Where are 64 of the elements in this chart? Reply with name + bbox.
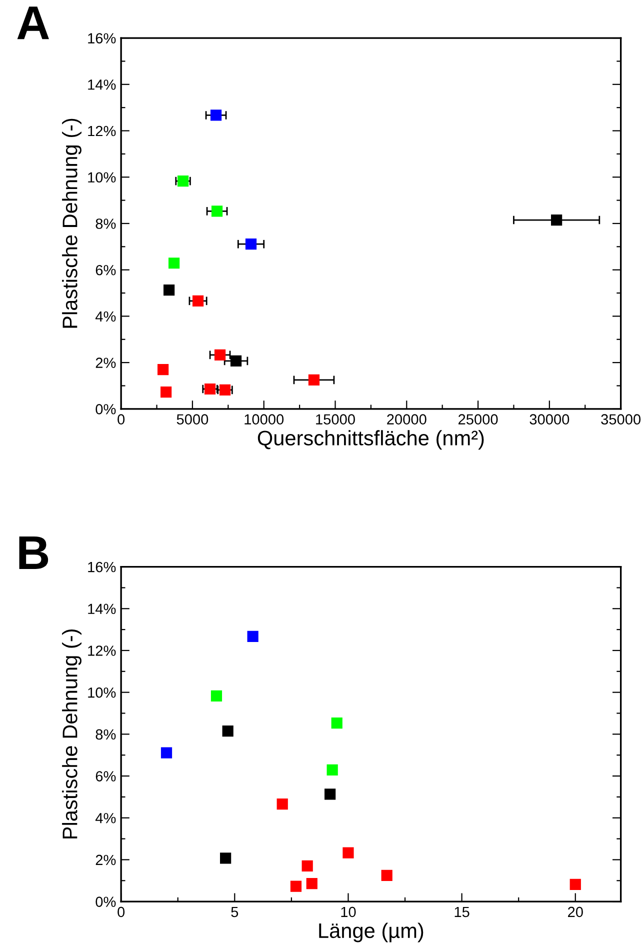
x-axis-title: Querschnittsfläche (nm²): [258, 430, 484, 450]
point: [214, 349, 226, 360]
point: [230, 355, 242, 366]
y-tick-label: 0%: [96, 404, 116, 414]
y-tick-label: 8%: [96, 218, 116, 229]
point: [570, 878, 581, 890]
y-tick-label: 6%: [96, 771, 116, 782]
x-tick-label: 5: [231, 906, 238, 918]
x-tick-label: 30000: [530, 414, 570, 425]
y-tick-label: 10%: [88, 687, 116, 698]
y-tick-label: 0%: [96, 896, 116, 907]
point: [220, 852, 232, 864]
x-tick-label: 15: [454, 906, 470, 918]
y-tick-label: 2%: [96, 854, 116, 866]
x-tick-label: 15000: [316, 414, 355, 425]
y-tick-label: 6%: [96, 264, 116, 276]
y-tick-label: 14%: [88, 604, 116, 614]
point: [551, 214, 562, 226]
x-tick-label: 20000: [387, 414, 426, 425]
y-tick-label: 8%: [96, 729, 116, 740]
point: [211, 206, 223, 217]
y-axis-title: Plastische Dehnung (-): [62, 118, 82, 328]
y-axis-title: Plastische Dehnung (-): [62, 630, 82, 838]
point: [381, 870, 392, 881]
point: [308, 374, 320, 386]
x-tick-label: 10000: [244, 414, 284, 425]
x-tick-label: 25000: [458, 414, 498, 425]
y-tick-label: 12%: [88, 646, 116, 656]
y-tick-label: 16%: [88, 33, 116, 44]
chart-title: B: [19, 536, 48, 569]
y-tick-label: 4%: [95, 813, 116, 824]
x-tick-label: 0: [118, 906, 125, 918]
point: [160, 386, 172, 398]
x-tick-label: 35000: [601, 414, 641, 425]
point: [192, 295, 204, 306]
point: [157, 364, 169, 376]
chart-title: A: [17, 6, 49, 40]
point: [302, 860, 313, 872]
point: [245, 238, 257, 250]
point: [210, 690, 222, 702]
point: [168, 258, 180, 269]
point: [160, 747, 172, 758]
point: [247, 630, 258, 642]
y-tick-label: 2%: [96, 358, 116, 368]
point: [163, 284, 175, 296]
point: [326, 764, 338, 776]
point: [324, 788, 336, 800]
x-tick-label: 20: [568, 906, 583, 918]
y-tick-label: 12%: [88, 126, 116, 136]
x-tick-label: 5000: [176, 414, 208, 425]
point: [222, 725, 234, 737]
y-tick-label: 14%: [88, 80, 116, 90]
y-tick-label: 4%: [95, 311, 116, 322]
point: [331, 718, 342, 729]
point: [342, 847, 354, 858]
y-tick-label: 16%: [88, 562, 116, 572]
y-tick-label: 10%: [88, 172, 116, 183]
point: [306, 878, 318, 890]
x-tick-label: 0: [118, 414, 125, 425]
x-axis-title: Länge (µm): [319, 922, 424, 942]
point: [210, 110, 222, 121]
point: [276, 798, 288, 810]
x-tick-label: 10: [341, 906, 356, 918]
point: [290, 880, 302, 892]
